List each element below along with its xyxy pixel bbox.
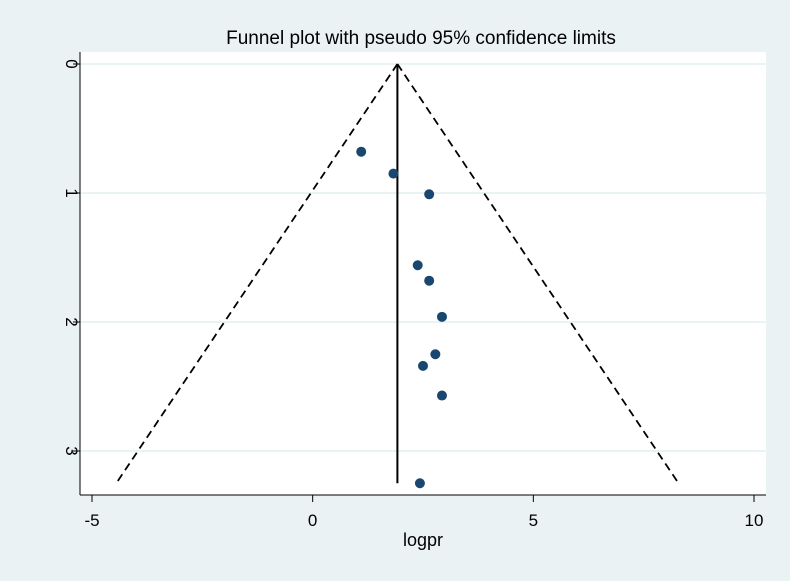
data-point	[436, 390, 447, 401]
chart-title: Funnel plot with pseudo 95% confidence l…	[226, 28, 616, 49]
upper-confidence-limit-line	[396, 63, 680, 484]
data-point	[388, 168, 399, 179]
x-tick-label: -5	[84, 511, 99, 530]
y-tick-label: 0	[62, 59, 81, 68]
data-point	[356, 146, 367, 157]
x-tick-label: 0	[308, 511, 317, 530]
data-point	[414, 478, 425, 489]
y-tick-label: 2	[62, 317, 81, 326]
data-point	[424, 189, 435, 200]
x-tick-label: 10	[745, 511, 764, 530]
lower-confidence-limit-line	[115, 63, 399, 484]
x-axis-label: logpr	[403, 530, 443, 550]
data-points	[356, 146, 447, 489]
y-tick-label: 1	[62, 188, 81, 197]
data-point	[418, 360, 428, 371]
x-tick-label: 5	[529, 511, 538, 530]
plot-area	[80, 52, 766, 495]
data-point	[430, 349, 441, 360]
gridlines	[80, 63, 766, 452]
y-tick-label: 3	[62, 446, 81, 455]
data-point	[412, 260, 423, 271]
axes: -5 0 5 10 0 1 2 3	[62, 52, 766, 530]
data-point	[424, 275, 435, 286]
confidence-limits	[115, 63, 680, 484]
data-point	[436, 311, 447, 322]
